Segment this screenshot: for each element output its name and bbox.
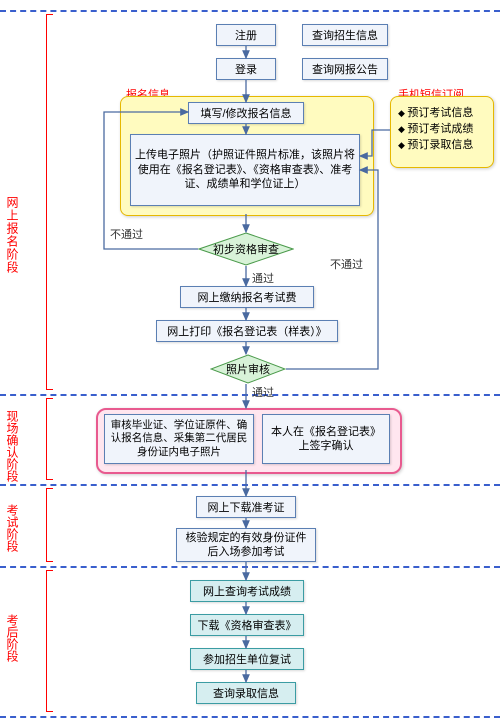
- query-enroll-box: 查询招生信息: [302, 24, 388, 46]
- fail-label-2: 不通过: [330, 256, 363, 272]
- dash-5: [0, 716, 500, 718]
- verify-id-box: 核验规定的有效身份证件后入场参加考试: [176, 528, 316, 562]
- download-qual-box: 下载《资格审查表》: [190, 614, 304, 636]
- dash-3: [0, 484, 500, 486]
- query-notice-box: 查询网报公告: [302, 58, 388, 80]
- upload-photo-box: 上传电子照片（护照证件照片标准，该照片将使用在《报名登记表》、《资格审查表》、准…: [130, 134, 360, 206]
- login-box: 登录: [216, 58, 276, 80]
- sms-list: 预订考试信息 预订考试成绩 预订录取信息: [398, 104, 488, 152]
- stage-4-label: 考后阶段: [4, 614, 21, 662]
- photo-review-diamond: 照片审核: [210, 354, 286, 384]
- pass-label-1: 通过: [252, 270, 274, 286]
- fail-label-1: 不通过: [110, 226, 143, 242]
- bracket-3: [46, 488, 47, 562]
- sms-item-2: 预订考试成绩: [398, 120, 488, 136]
- fill-modify-box: 填写/修改报名信息: [188, 102, 304, 124]
- prelim-check-diamond: 初步资格审查: [198, 232, 294, 266]
- sms-item-3: 预订录取信息: [398, 136, 488, 152]
- dash-2: [0, 394, 500, 396]
- stage-2-label: 现场确认阶段: [4, 410, 21, 482]
- download-ticket-box: 网上下载准考证: [196, 496, 296, 518]
- dash-4: [0, 566, 500, 568]
- stage-1-label: 网上报名阶段: [4, 196, 21, 274]
- stage-3-label: 考试阶段: [4, 504, 21, 552]
- print-form-box: 网上打印《报名登记表（样表）》: [156, 320, 338, 342]
- confirm-right-box: 本人在《报名登记表》上签字确认: [262, 414, 390, 464]
- pay-box: 网上缴纳报名考试费: [180, 286, 314, 308]
- retest-box: 参加招生单位复试: [190, 648, 304, 670]
- query-admit-box: 查询录取信息: [196, 682, 296, 704]
- bracket-2: [46, 398, 47, 480]
- bracket-1: [46, 14, 47, 390]
- bracket-4: [46, 570, 47, 712]
- photo-review-label: 照片审核: [226, 361, 270, 377]
- dash-1: [0, 10, 500, 12]
- query-score-box: 网上查询考试成绩: [190, 580, 304, 602]
- sms-item-1: 预订考试信息: [398, 104, 488, 120]
- pass-label-2: 通过: [252, 384, 274, 400]
- confirm-left-box: 审核毕业证、学位证原件、确认报名信息、采集第二代居民身份证内电子照片: [104, 414, 254, 464]
- prelim-check-label: 初步资格审查: [213, 241, 279, 257]
- register-box: 注册: [216, 24, 276, 46]
